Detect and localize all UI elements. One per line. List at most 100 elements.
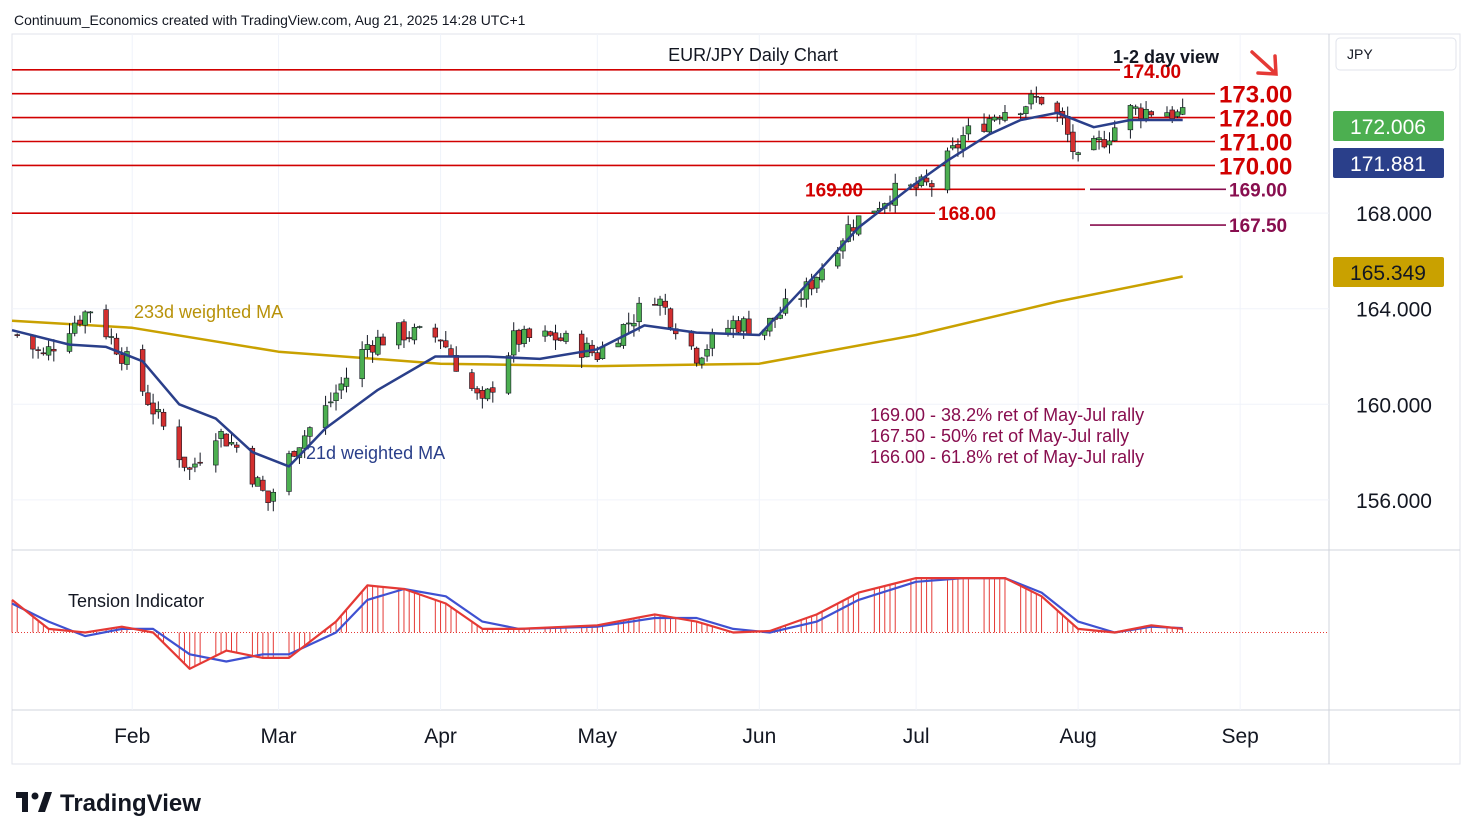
chart-title: EUR/JPY Daily Chart	[668, 45, 838, 65]
candle-body	[636, 302, 642, 323]
candle-body	[594, 352, 601, 360]
ma233-label: 233d weighted MA	[134, 302, 283, 322]
candle-body	[139, 349, 146, 392]
resistance-label: 168.00	[938, 204, 996, 225]
candle-body	[437, 339, 444, 342]
candle-body	[401, 321, 407, 341]
candle-body	[87, 311, 94, 314]
candle-body	[82, 311, 88, 326]
candle-body	[343, 377, 350, 387]
view-label: 1-2 day view	[1113, 47, 1220, 67]
candle-body	[145, 392, 151, 405]
currency-button[interactable]: JPY	[1335, 37, 1457, 71]
grid	[12, 34, 1329, 710]
candle-body	[960, 135, 966, 150]
tension-pane	[11, 576, 1329, 670]
candle-body	[563, 332, 569, 342]
candle-body	[730, 320, 736, 329]
last-price-badge: 172.006	[1333, 111, 1444, 141]
candle-body	[516, 329, 522, 345]
candle-body	[124, 351, 130, 365]
candle-body	[234, 444, 240, 448]
candle-body	[270, 491, 277, 502]
candle-body	[453, 355, 459, 372]
candle-body	[803, 281, 810, 300]
candle-body	[1106, 140, 1113, 146]
candle-body	[798, 298, 804, 300]
attribution-text: Continuum_Economics created with Trading…	[14, 12, 526, 28]
x-tick-label: Jun	[742, 725, 776, 748]
candle-body	[155, 409, 162, 413]
candle-body	[30, 334, 36, 350]
ma233-badge: 165.349	[1333, 257, 1444, 287]
candle-body	[72, 322, 78, 334]
candle-body	[228, 441, 235, 445]
x-tick-label: Apr	[424, 725, 457, 748]
candle-body	[547, 331, 553, 336]
candle-body	[1143, 108, 1149, 119]
candle-body	[1132, 106, 1139, 109]
candle-body	[955, 144, 961, 149]
candle-body	[432, 327, 439, 338]
svg-text:172.006: 172.006	[1350, 116, 1426, 139]
down-arrow-icon	[1250, 50, 1278, 76]
ma233-line	[11, 275, 1183, 368]
candle-body	[735, 320, 742, 333]
candle-body	[396, 322, 402, 346]
candle-body	[944, 150, 951, 191]
candle-body	[14, 334, 20, 336]
ma233-series	[11, 275, 1183, 368]
candle-body	[923, 177, 930, 183]
note-1: 169.00 - 38.2% ret of May-Jul rally	[870, 405, 1144, 425]
candle-body	[1174, 111, 1181, 117]
candle-body	[380, 336, 386, 346]
candle-body	[1070, 131, 1076, 152]
candle-body	[552, 332, 559, 341]
candle-body	[1164, 112, 1170, 117]
y-tick-label: 164.000	[1356, 299, 1432, 322]
candle-body	[40, 352, 47, 355]
candle-body	[1127, 105, 1134, 131]
svg-text:165.349: 165.349	[1350, 262, 1426, 285]
x-tick-label: Aug	[1059, 725, 1096, 748]
candle-body	[1017, 113, 1024, 116]
candle-body	[814, 277, 820, 289]
candle-body	[1096, 137, 1102, 141]
x-tick-label: Jul	[903, 725, 930, 748]
candle-body	[709, 332, 716, 349]
resistance-label: 173.00	[1219, 82, 1292, 109]
candle-body	[1169, 109, 1175, 119]
tension-line	[11, 576, 1183, 670]
candle-body	[699, 357, 705, 365]
candle-body	[950, 145, 956, 149]
chart-frame	[11, 33, 1461, 765]
currency-label: JPY	[1347, 46, 1373, 62]
candle-body	[1138, 107, 1144, 119]
ma21-label: 21d weighted MA	[306, 443, 445, 463]
candle-body	[631, 322, 637, 327]
candle-body	[176, 426, 182, 461]
axes: 168.000 164.000 160.000 156.000 Feb Mar Apr May…	[114, 203, 1432, 748]
candle-body	[657, 298, 663, 306]
candle-body	[51, 348, 57, 352]
resistance-label: 170.00	[1219, 153, 1292, 180]
x-tick-label: Mar	[260, 725, 296, 748]
candle-body	[474, 388, 480, 394]
candle-body	[328, 401, 334, 404]
ma21-series	[11, 111, 1183, 468]
levels: 174.00173.00172.00171.00170.00169.00168.…	[12, 62, 1292, 237]
candle-body	[484, 388, 491, 400]
ma21-line	[11, 111, 1183, 468]
candle-body	[364, 344, 371, 350]
logo-text: TradingView	[60, 790, 201, 817]
candle-body	[615, 342, 621, 348]
candle-body	[625, 322, 632, 325]
candle-body	[521, 328, 527, 344]
y-tick-label: 160.000	[1356, 394, 1432, 417]
tradingview-logo: TradingView	[16, 790, 201, 817]
candle-body	[693, 347, 700, 364]
candle-body	[526, 328, 533, 338]
candle-body	[197, 461, 203, 464]
candle-body	[997, 117, 1003, 120]
resistance-label: 174.00	[1123, 62, 1181, 83]
